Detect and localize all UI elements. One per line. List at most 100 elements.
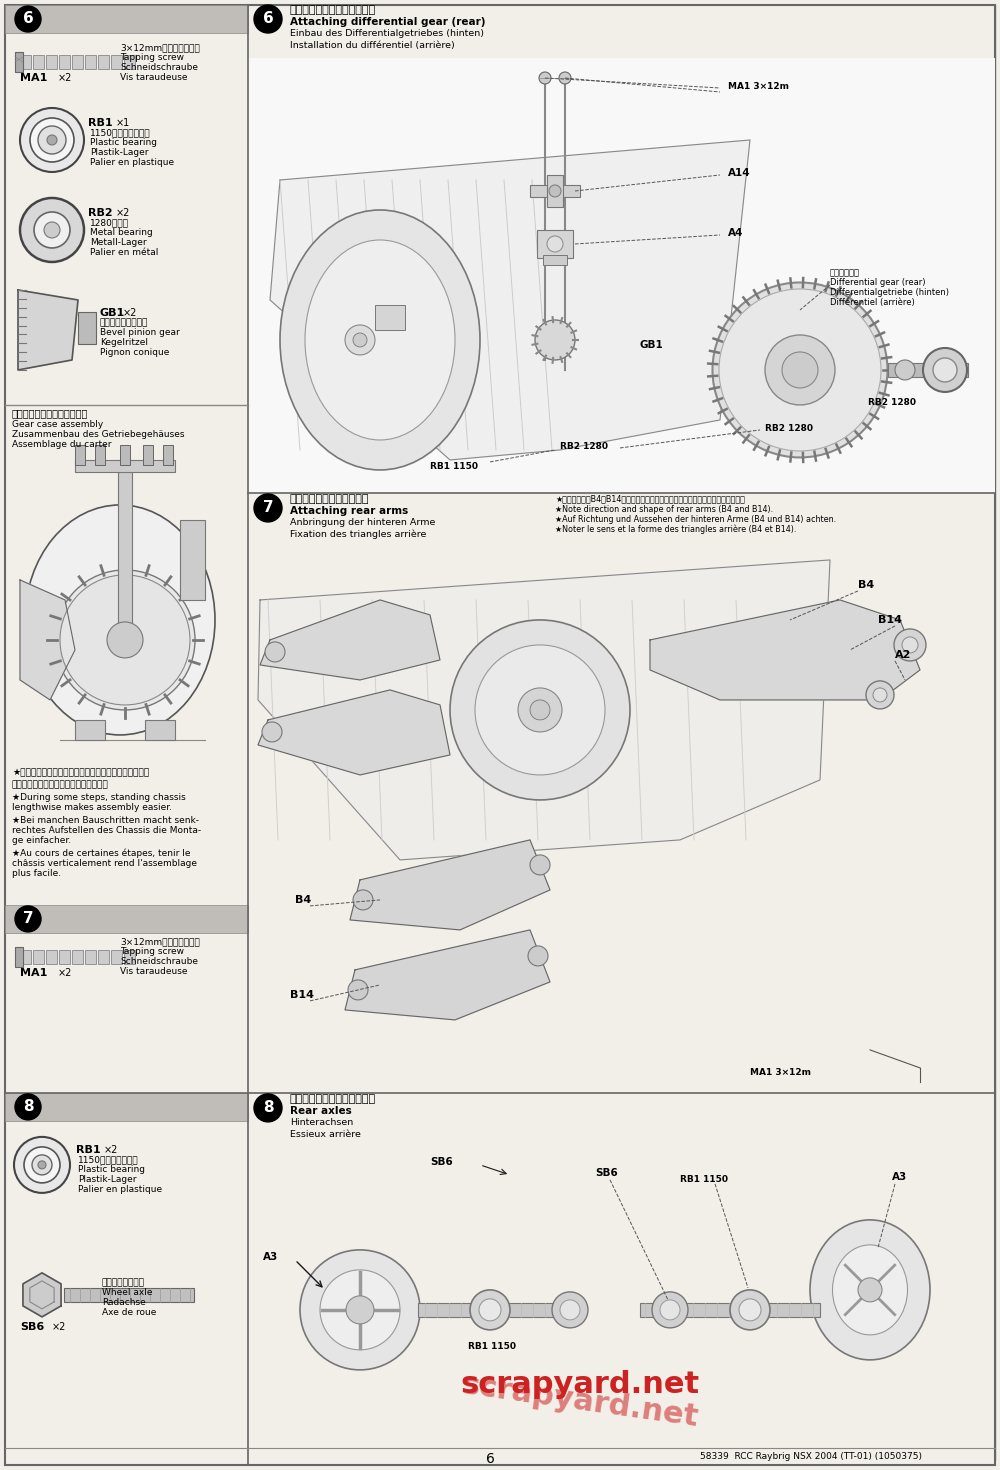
Text: SB6: SB6	[430, 1157, 453, 1167]
Circle shape	[15, 906, 41, 932]
Text: Vis taraudeuse: Vis taraudeuse	[120, 967, 188, 976]
Bar	[95, 445, 105, 465]
Bar	[120, 445, 130, 465]
Circle shape	[15, 6, 41, 32]
Text: Schneidschraube: Schneidschraube	[120, 957, 198, 966]
Circle shape	[652, 1292, 688, 1327]
Text: A4: A4	[728, 228, 743, 238]
Circle shape	[873, 688, 887, 703]
Text: MA1 3×12m: MA1 3×12m	[728, 82, 789, 91]
Text: ベベルピニオンギヤ: ベベルピニオンギヤ	[100, 318, 148, 326]
Bar	[46, 950, 57, 964]
Text: 7: 7	[23, 911, 33, 926]
Bar	[85, 950, 96, 964]
Text: RB1 1150: RB1 1150	[680, 1175, 728, 1183]
Text: rechtes Aufstellen des Chassis die Monta-: rechtes Aufstellen des Chassis die Monta…	[12, 826, 201, 835]
Circle shape	[55, 570, 195, 710]
Bar	[59, 950, 70, 964]
Text: GB1: GB1	[100, 309, 125, 318]
Ellipse shape	[832, 1245, 908, 1335]
Text: 3×12mmタッピングビス: 3×12mmタッピングビス	[120, 936, 200, 945]
Bar	[118, 460, 132, 639]
Text: 1150プラベアリング: 1150プラベアリング	[90, 128, 151, 137]
Text: Palier en plastique: Palier en plastique	[90, 157, 174, 168]
Circle shape	[782, 351, 818, 388]
Text: lengthwise makes assembly easier.: lengthwise makes assembly easier.	[12, 803, 172, 811]
Polygon shape	[260, 600, 440, 681]
Text: Installation du différentiel (arrière): Installation du différentiel (arrière)	[290, 41, 455, 50]
Polygon shape	[18, 290, 78, 370]
Circle shape	[730, 1289, 770, 1330]
Text: Kegelritzel: Kegelritzel	[100, 338, 148, 347]
Text: Bevel pinion gear: Bevel pinion gear	[100, 328, 180, 337]
Circle shape	[254, 4, 282, 32]
Text: 《リヤアームの取り付け》: 《リヤアームの取り付け》	[290, 494, 370, 504]
Text: Vis taraudeuse: Vis taraudeuse	[120, 74, 188, 82]
Text: RB2: RB2	[88, 207, 113, 218]
Circle shape	[895, 360, 915, 379]
Text: RB2 1280: RB2 1280	[868, 398, 916, 407]
Circle shape	[34, 212, 70, 248]
Text: Plastik-Lager: Plastik-Lager	[78, 1175, 136, 1183]
Text: B14: B14	[878, 614, 902, 625]
Bar	[111, 54, 122, 69]
Bar	[5, 906, 248, 933]
Circle shape	[528, 945, 548, 966]
Circle shape	[549, 185, 561, 197]
Text: RB1: RB1	[88, 118, 113, 128]
Text: B14: B14	[290, 989, 314, 1000]
Bar	[375, 304, 405, 329]
Text: Anbringung der hinteren Arme: Anbringung der hinteren Arme	[290, 517, 435, 526]
Text: ★Note direction and shape of rear arms (B4 and B14).: ★Note direction and shape of rear arms (…	[555, 506, 773, 514]
Circle shape	[547, 237, 563, 251]
Ellipse shape	[712, 282, 888, 457]
Circle shape	[539, 72, 551, 84]
Circle shape	[15, 1094, 41, 1120]
Text: Metall-Lager: Metall-Lager	[90, 238, 147, 247]
Bar	[33, 54, 44, 69]
Text: 《ギヤケースの組み立て方》: 《ギヤケースの組み立て方》	[12, 409, 88, 417]
Ellipse shape	[300, 1250, 420, 1370]
Circle shape	[902, 637, 918, 653]
Bar	[5, 1092, 248, 1122]
Text: 《リヤデフギヤの取り付け》: 《リヤデフギヤの取り付け》	[290, 4, 376, 15]
Bar	[98, 950, 109, 964]
Text: MA1: MA1	[20, 74, 47, 82]
Polygon shape	[350, 839, 550, 931]
Circle shape	[20, 107, 84, 172]
Circle shape	[518, 688, 562, 732]
Text: Plastic bearing: Plastic bearing	[90, 138, 157, 147]
Bar	[248, 4, 995, 492]
Circle shape	[254, 1094, 282, 1122]
Text: MA1: MA1	[20, 967, 47, 978]
Bar	[15, 51, 23, 72]
Text: Plastik-Lager: Plastik-Lager	[90, 148, 148, 157]
Bar	[64, 1288, 194, 1302]
Text: 1280メタル: 1280メタル	[90, 218, 129, 226]
Circle shape	[348, 980, 368, 1000]
Text: Einbau des Differentialgetriebes (hinten): Einbau des Differentialgetriebes (hinten…	[290, 29, 484, 38]
Text: 立てておこなうと楽に作業ができます。: 立てておこなうと楽に作業ができます。	[12, 781, 109, 789]
Circle shape	[38, 1161, 46, 1169]
Text: 6: 6	[23, 12, 33, 26]
Text: Pignon conique: Pignon conique	[100, 348, 169, 357]
Bar	[46, 54, 57, 69]
Text: 《リヤアクセルの組み立て》: 《リヤアクセルの組み立て》	[290, 1094, 376, 1104]
Text: Radachse: Radachse	[102, 1298, 146, 1307]
Text: ★During some steps, standing chassis: ★During some steps, standing chassis	[12, 792, 186, 803]
Text: ×1: ×1	[116, 118, 130, 128]
Circle shape	[265, 642, 285, 662]
Text: SB6: SB6	[595, 1167, 618, 1177]
Bar	[248, 1092, 995, 1460]
Text: RB1 1150: RB1 1150	[430, 462, 478, 470]
Ellipse shape	[719, 290, 881, 451]
Text: Plastic bearing: Plastic bearing	[78, 1164, 145, 1175]
Polygon shape	[23, 1273, 61, 1317]
Bar	[547, 175, 563, 207]
Text: plus facile.: plus facile.	[12, 869, 61, 878]
Polygon shape	[270, 140, 750, 460]
Circle shape	[30, 118, 74, 162]
Text: 58339  RCC Raybrig NSX 2004 (TT-01) (1050375): 58339 RCC Raybrig NSX 2004 (TT-01) (1050…	[700, 1452, 922, 1461]
Text: RB2 1280: RB2 1280	[560, 442, 608, 451]
Circle shape	[32, 1155, 52, 1175]
